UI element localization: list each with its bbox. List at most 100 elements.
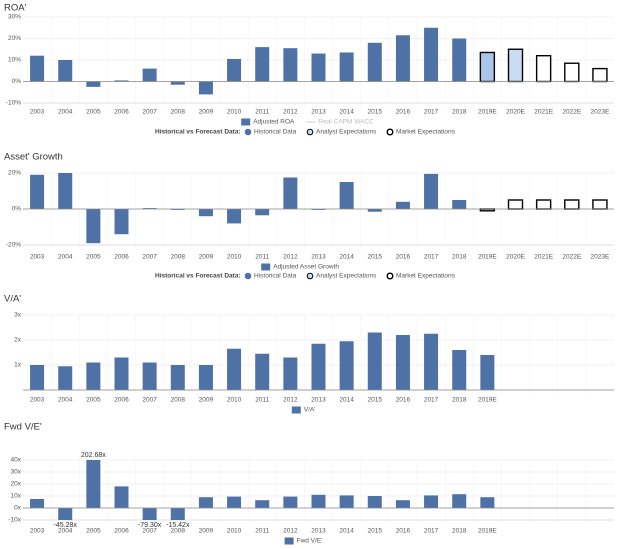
chart-title: Fwd V/E' bbox=[4, 422, 42, 433]
x-tick-label: 2013 bbox=[311, 109, 326, 116]
bar bbox=[114, 357, 129, 390]
bar bbox=[142, 362, 157, 390]
x-tick-label: 2016 bbox=[396, 109, 411, 116]
y-tick-label: 20x bbox=[11, 481, 22, 488]
x-tick-label: 2004 bbox=[58, 528, 73, 535]
bar bbox=[255, 47, 270, 82]
x-tick-label: 2011 bbox=[255, 397, 269, 404]
x-tick-label: 2004 bbox=[58, 254, 73, 261]
x-tick-label: 2009 bbox=[199, 109, 214, 116]
x-tick-label: 2022E bbox=[562, 109, 581, 116]
x-tick-label: 2016 bbox=[396, 254, 411, 261]
forecast-legend-title: Historical vs Forecast Data: bbox=[155, 273, 241, 280]
x-tick-label: 2009 bbox=[199, 397, 214, 404]
bar bbox=[255, 353, 270, 390]
bar bbox=[58, 508, 73, 520]
bar bbox=[114, 80, 129, 82]
bar bbox=[30, 55, 45, 82]
x-tick-label: 2005 bbox=[86, 528, 101, 535]
bar bbox=[507, 48, 524, 83]
bar bbox=[198, 209, 213, 217]
bar bbox=[227, 58, 242, 82]
value-label: -79.30x bbox=[138, 522, 162, 529]
forecast-legend-marker bbox=[306, 272, 314, 280]
x-tick-label: 2021E bbox=[534, 254, 553, 261]
bar bbox=[424, 333, 439, 390]
legend-label: Adjusted ROA bbox=[253, 119, 295, 126]
bar bbox=[564, 199, 580, 210]
bar bbox=[255, 500, 270, 508]
bar bbox=[255, 209, 270, 216]
y-tick-label: 2x bbox=[14, 337, 22, 344]
x-tick-label: 2019E bbox=[478, 254, 497, 261]
bar bbox=[592, 67, 608, 83]
bar bbox=[507, 199, 524, 210]
x-tick-label: 2015 bbox=[368, 109, 383, 116]
x-tick-label: 2010 bbox=[227, 528, 242, 535]
forecast-legend-marker bbox=[244, 272, 252, 280]
x-tick-label: 2015 bbox=[368, 254, 383, 261]
chart-title: ROA' bbox=[4, 3, 27, 14]
y-tick-label: 0% bbox=[12, 78, 22, 85]
y-tick-label: 30% bbox=[8, 14, 21, 21]
y-tick-label: 10x bbox=[11, 493, 22, 500]
bar bbox=[339, 341, 354, 390]
bar bbox=[227, 209, 242, 224]
forecast-legend-marker bbox=[306, 128, 314, 136]
x-tick-label: 2007 bbox=[142, 528, 157, 535]
bar bbox=[30, 499, 45, 508]
bar bbox=[58, 60, 73, 82]
legend-swatch bbox=[261, 263, 271, 271]
bar bbox=[367, 496, 382, 508]
bar bbox=[114, 486, 129, 508]
y-tick-label: -10% bbox=[6, 100, 21, 107]
x-tick-label: 2017 bbox=[424, 109, 439, 116]
bar bbox=[311, 53, 326, 82]
x-tick-label: 2005 bbox=[86, 254, 101, 261]
forecast-legend-label: Historical Data bbox=[254, 129, 297, 136]
x-tick-label: 2006 bbox=[114, 397, 129, 404]
bar bbox=[367, 42, 382, 82]
x-tick-label: 2018 bbox=[452, 254, 467, 261]
y-tick-label: -10x bbox=[8, 517, 21, 524]
x-tick-label: 2012 bbox=[283, 109, 298, 116]
bar bbox=[424, 27, 439, 82]
x-tick-label: 2003 bbox=[30, 528, 45, 535]
bar bbox=[142, 208, 157, 209]
x-tick-label: 2015 bbox=[368, 528, 383, 535]
bar bbox=[480, 497, 495, 508]
bar bbox=[227, 348, 242, 390]
bar bbox=[114, 209, 129, 235]
bar bbox=[283, 177, 298, 209]
x-tick-label: 2017 bbox=[424, 528, 439, 535]
x-tick-label: 2014 bbox=[339, 528, 354, 535]
bar bbox=[142, 68, 157, 82]
bar bbox=[30, 365, 45, 390]
bar bbox=[142, 508, 157, 520]
bar bbox=[395, 335, 410, 390]
x-tick-label: 2006 bbox=[114, 109, 129, 116]
bar bbox=[424, 173, 439, 209]
forecast-legend-label: Historical Data bbox=[254, 273, 297, 280]
x-tick-label: 2023E bbox=[591, 109, 610, 116]
x-tick-label: 2008 bbox=[171, 397, 186, 404]
chart-title: V/A' bbox=[4, 294, 21, 305]
x-tick-label: 2018 bbox=[452, 528, 467, 535]
bar bbox=[86, 362, 101, 390]
x-tick-label: 2017 bbox=[424, 254, 439, 261]
x-tick-label: 2020E bbox=[506, 109, 525, 116]
x-tick-label: 2010 bbox=[227, 254, 242, 261]
y-tick-label: 20% bbox=[8, 35, 21, 42]
bar bbox=[170, 508, 185, 520]
x-tick-label: 2007 bbox=[142, 254, 157, 261]
x-tick-label: 2016 bbox=[396, 528, 411, 535]
bar bbox=[535, 55, 552, 83]
x-tick-label: 2003 bbox=[30, 109, 45, 116]
legend-label: Real CAPM WACC bbox=[318, 119, 374, 126]
x-tick-label: 2014 bbox=[339, 254, 354, 261]
bar bbox=[535, 199, 552, 210]
forecast-legend-label: Market Expectations bbox=[396, 129, 456, 136]
legend-swatch bbox=[291, 406, 301, 414]
legend-label: Fwd V/E' bbox=[297, 538, 323, 545]
